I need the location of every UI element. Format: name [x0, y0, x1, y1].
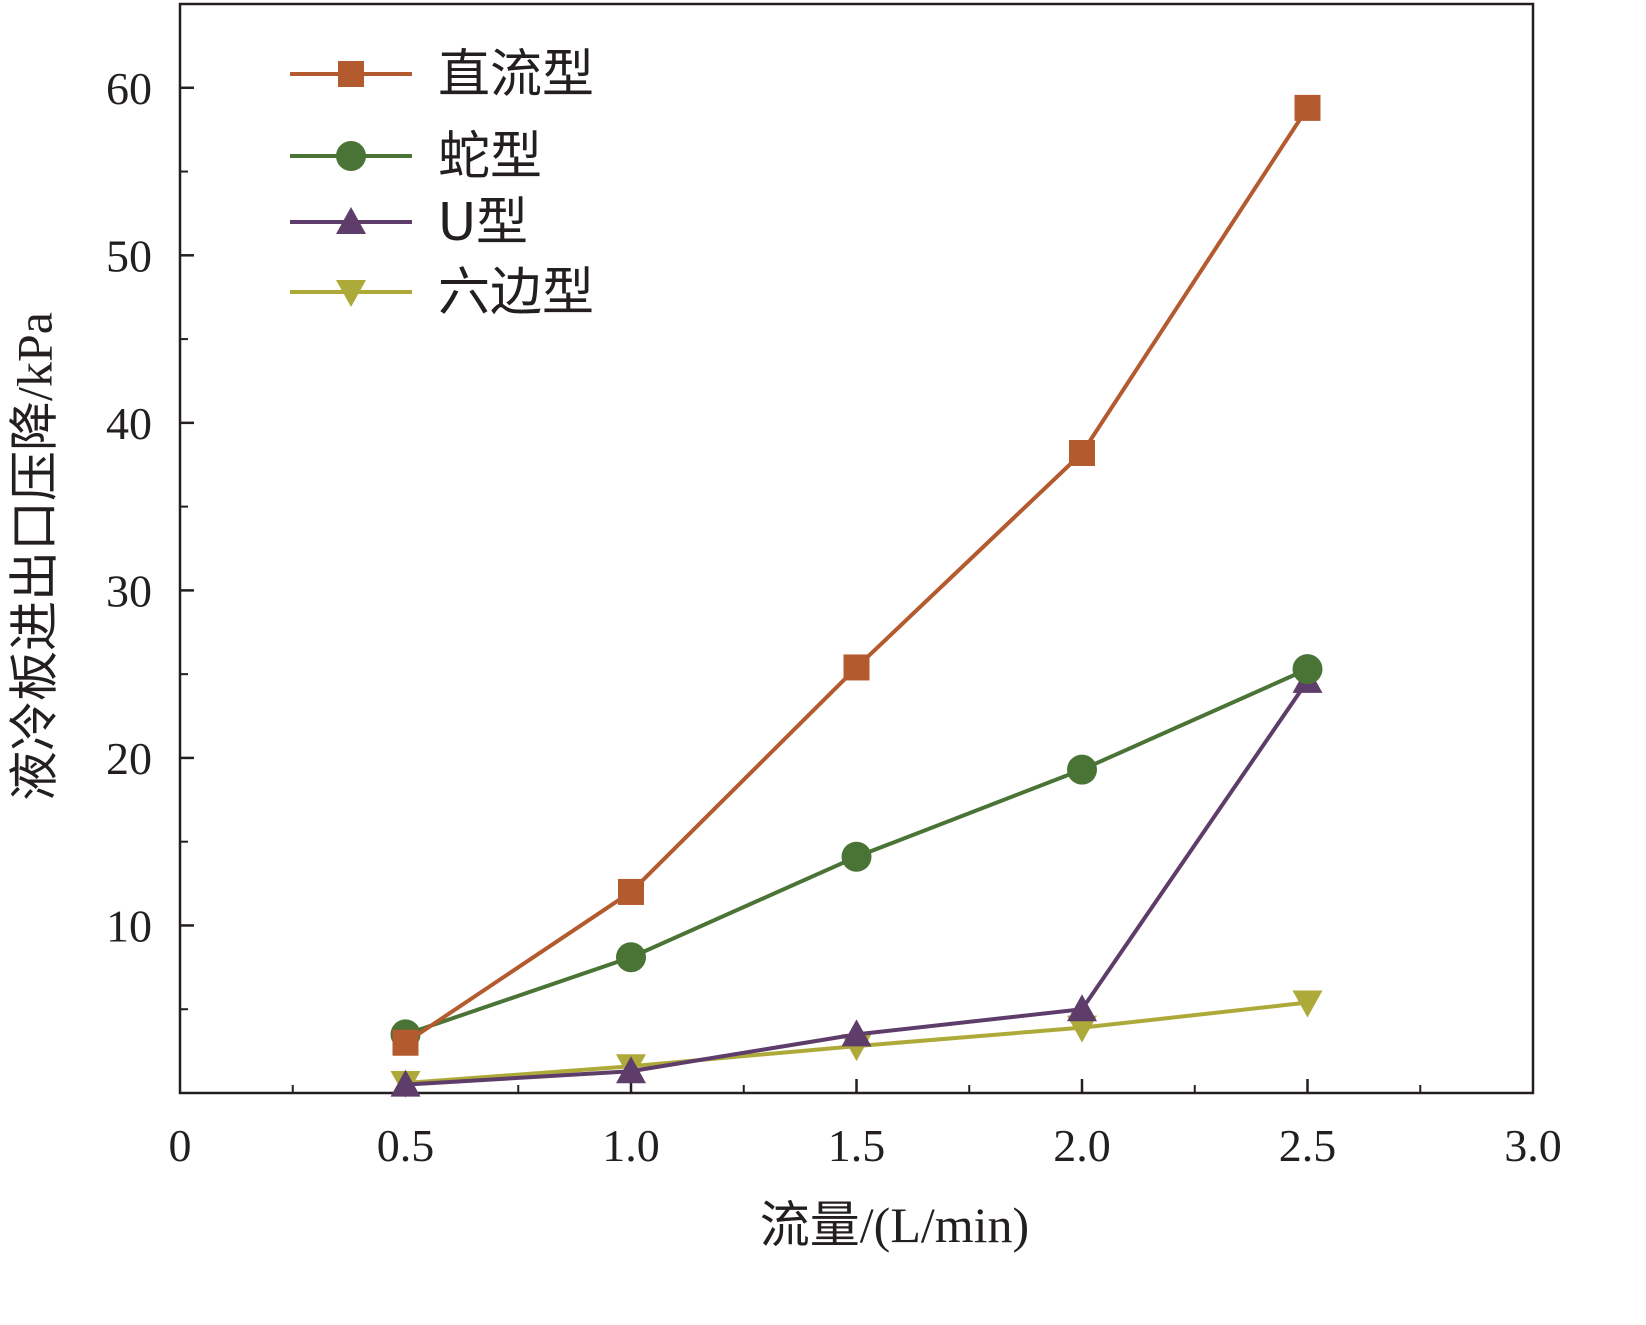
data-point: [392, 1029, 419, 1056]
data-point: [1069, 440, 1095, 467]
y-tick-label: 30: [106, 565, 152, 616]
plot-area: [178, 2, 1535, 1095]
data-point: [616, 942, 646, 973]
data-point: [1067, 1015, 1097, 1043]
series-layer: [390, 94, 1323, 1098]
legend-item: 蛇型: [290, 127, 542, 187]
y-tick-label: 50: [106, 230, 152, 281]
y-tick-label: 20: [106, 733, 152, 784]
y-tick-label: 60: [106, 63, 152, 114]
legend-marker: [336, 207, 366, 234]
data-point: [843, 654, 870, 681]
data-point: [1292, 654, 1323, 685]
legend-item: U型: [290, 193, 528, 253]
data-point: [1292, 990, 1323, 1018]
data-point: [1067, 754, 1097, 785]
legend-label: 直流型: [438, 45, 594, 105]
series-2: [390, 654, 1323, 1050]
data-point: [1294, 94, 1321, 121]
x-tick-label: 3.0: [1504, 1120, 1562, 1171]
x-tick-label: 2.0: [1053, 1120, 1111, 1171]
legend-item: 六边型: [290, 263, 594, 323]
x-tick-label: 1.0: [602, 1120, 660, 1171]
series-3: [390, 665, 1323, 1097]
data-point: [841, 1019, 872, 1047]
legend-label: U型: [438, 193, 528, 253]
y-tick-label: 10: [106, 900, 152, 951]
legend-marker: [336, 280, 366, 307]
legend-marker: [336, 141, 366, 171]
data-point: [618, 878, 644, 905]
plot-frame: [178, 2, 1535, 1095]
x-axis: 0 0.5 1.0 1.5 2.0 2.5 3.0: [169, 1079, 1562, 1171]
x-tick-label: 2.5: [1279, 1120, 1337, 1171]
y-axis: 10 20 30 40 50 60: [106, 63, 194, 1011]
series-line: [404, 106, 1310, 1045]
x-tick-label: 1.5: [828, 1120, 886, 1171]
legend-label: 六边型: [438, 263, 594, 323]
x-tick-label: 0: [169, 1120, 192, 1171]
legend-label: 蛇型: [438, 127, 542, 187]
data-point: [616, 1056, 646, 1084]
y-tick-label: 40: [106, 398, 152, 449]
x-axis-title: 流量/(L/min): [760, 1197, 1029, 1253]
y-axis-title: 液冷板进出口压降/kPa: [6, 312, 62, 801]
series-1: [392, 94, 1321, 1056]
legend-item: 直流型: [290, 45, 594, 105]
data-point: [841, 841, 872, 872]
data-point: [1067, 994, 1097, 1022]
legend-marker: [338, 61, 364, 87]
data-point: [390, 1069, 421, 1097]
x-tick-label: 0.5: [377, 1120, 435, 1171]
